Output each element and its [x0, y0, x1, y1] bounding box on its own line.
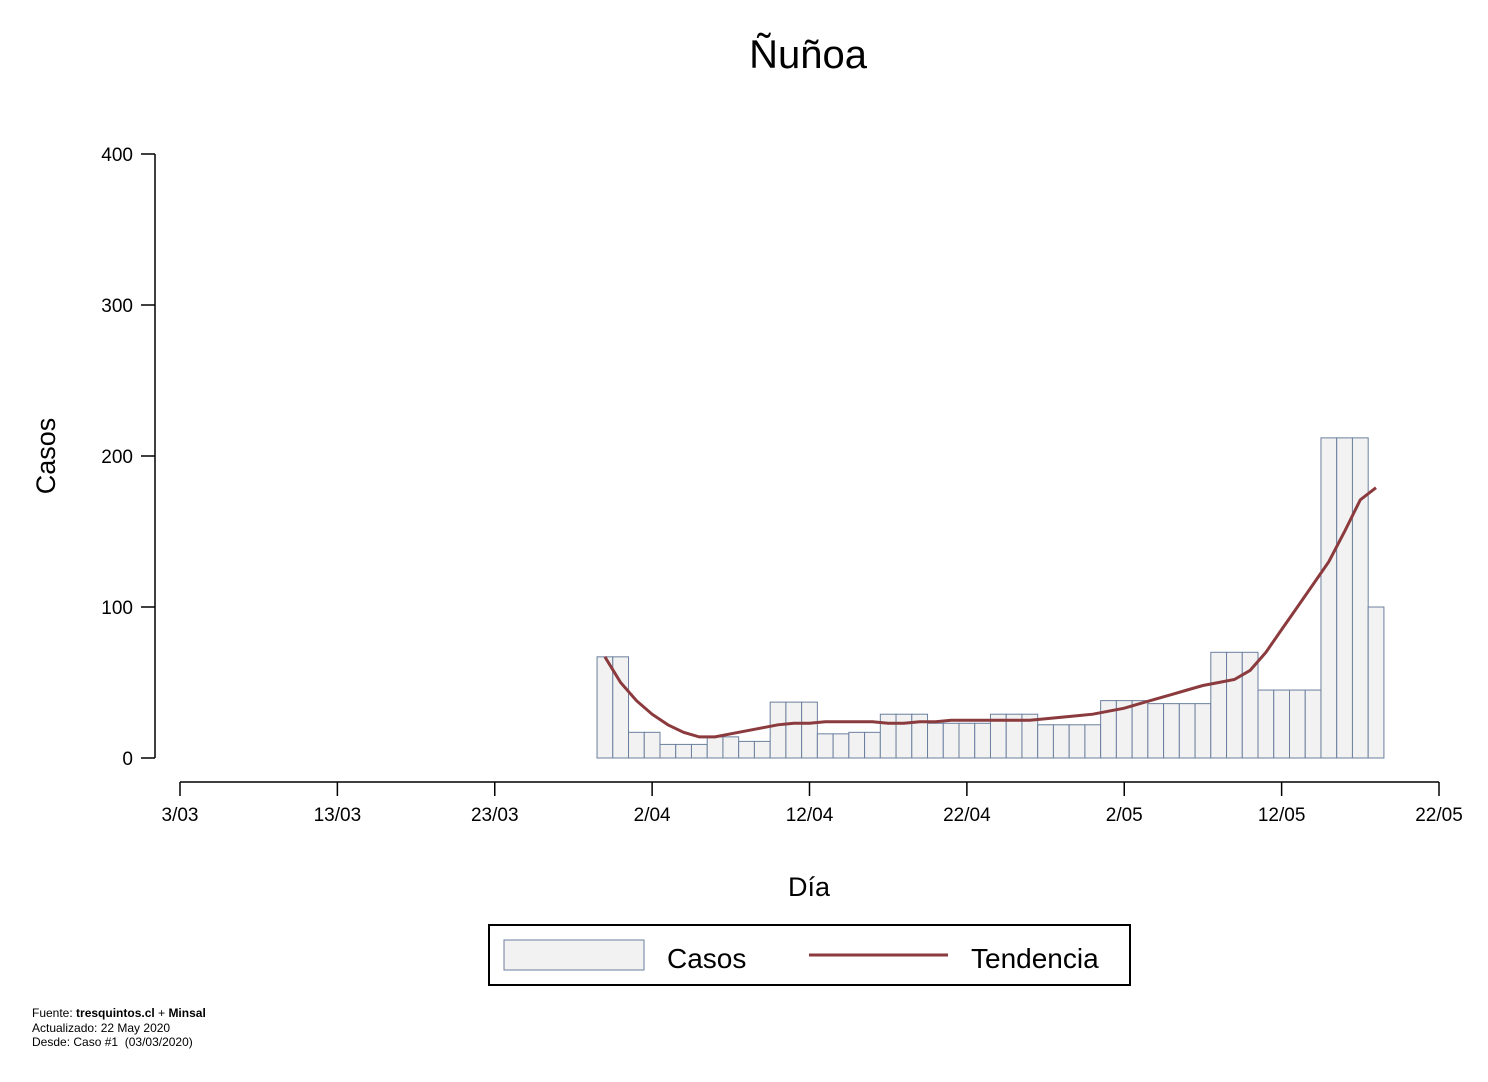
bar-day-58 — [1084, 724, 1102, 759]
footer-since: Desde: Caso #1 (03/03/2020) — [32, 1035, 193, 1049]
footer-updated: Actualizado: 22 May 2020 — [32, 1020, 171, 1035]
bar-day-44 — [864, 731, 881, 759]
bar-day-34 — [706, 736, 724, 759]
bar-day-38 — [769, 701, 787, 759]
bar-day-45 — [879, 713, 897, 759]
bar-day-64 — [1178, 703, 1196, 759]
bar-day-36 — [738, 740, 755, 759]
bar-day-35 — [722, 736, 740, 759]
bar-day-66 — [1210, 651, 1228, 759]
x-tick-label: 2/05 — [1106, 805, 1143, 826]
bar-day-27 — [596, 656, 614, 759]
bar-day-28 — [612, 656, 630, 759]
legend-casos-label: Casos — [667, 943, 746, 974]
legend-casos-swatch — [503, 939, 645, 971]
bar-day-57 — [1068, 724, 1086, 759]
bar-day-48 — [927, 722, 944, 759]
bar-day-40 — [801, 701, 818, 759]
y-tick-label: 0 — [122, 749, 133, 770]
bar-day-76 — [1367, 606, 1385, 759]
x-tick-label: 12/04 — [786, 805, 834, 826]
x-tick-label: 12/05 — [1258, 805, 1306, 826]
bar-day-43 — [848, 731, 866, 759]
bar-day-69 — [1257, 689, 1275, 759]
x-tick-label: 3/03 — [162, 805, 199, 826]
bar-day-33 — [690, 743, 708, 759]
bar-day-42 — [832, 733, 850, 759]
bar-day-71 — [1288, 689, 1306, 759]
bar-day-62 — [1147, 703, 1165, 759]
bar-day-29 — [628, 731, 645, 759]
bar-day-72 — [1304, 689, 1322, 759]
footer-source-minsal: Minsal — [168, 1006, 206, 1020]
bar-day-41 — [816, 733, 834, 759]
x-axis-label: Día — [788, 872, 831, 902]
chart-title: Ñuñoa — [749, 32, 868, 77]
legend-box — [488, 924, 1131, 986]
y-axis: 0 100 200 300 400 — [101, 145, 156, 770]
footer-source: Fuente: tresquintos.cl + Minsal — [32, 1006, 206, 1021]
bar-day-65 — [1194, 703, 1212, 759]
bar-day-55 — [1037, 724, 1054, 759]
bar-day-31 — [659, 743, 677, 759]
y-tick-label: 100 — [101, 598, 133, 619]
bar-day-56 — [1052, 724, 1070, 759]
bar-day-49 — [942, 722, 960, 759]
x-tick-label: 22/05 — [1415, 805, 1463, 826]
y-axis-label: Casos — [31, 418, 61, 495]
y-tick-label: 400 — [101, 145, 133, 166]
footer-source-plus: + — [158, 1006, 166, 1020]
y-tick-label: 300 — [101, 296, 133, 317]
bar-day-37 — [753, 740, 771, 759]
bar-day-46 — [895, 713, 913, 759]
bar-day-63 — [1163, 703, 1180, 759]
y-tick-label: 200 — [101, 447, 133, 468]
x-tick-label: 13/03 — [314, 805, 362, 826]
bar-day-51 — [974, 722, 991, 759]
bar-day-39 — [785, 701, 803, 759]
footer-source-site: tresquintos.cl — [76, 1006, 155, 1020]
bar-day-75 — [1351, 437, 1369, 759]
legend: Casos Tendencia — [488, 924, 1131, 986]
footer-source-label: Fuente: — [32, 1006, 73, 1020]
x-axis: 3/03 13/03 23/03 2/04 12/04 22/04 2/05 12/05 22/… — [162, 781, 1463, 826]
bar-day-70 — [1273, 689, 1290, 759]
x-tick-label: 23/03 — [471, 805, 519, 826]
bar-day-67 — [1226, 651, 1243, 759]
bar-day-32 — [675, 743, 692, 759]
x-tick-label: 2/04 — [634, 805, 671, 826]
footer: Fuente: tresquintos.cl + Minsal Actualiz… — [32, 1006, 206, 1050]
bar-day-30 — [643, 731, 661, 759]
x-tick-label: 22/04 — [943, 805, 991, 826]
bar-day-50 — [958, 722, 976, 759]
bar-day-74 — [1336, 437, 1353, 759]
legend-tendencia-label: Tendencia — [971, 943, 1099, 974]
trend-line — [603, 486, 1377, 739]
bar-day-61 — [1131, 700, 1149, 759]
bar-day-73 — [1320, 437, 1338, 759]
bar-series — [596, 437, 1385, 759]
